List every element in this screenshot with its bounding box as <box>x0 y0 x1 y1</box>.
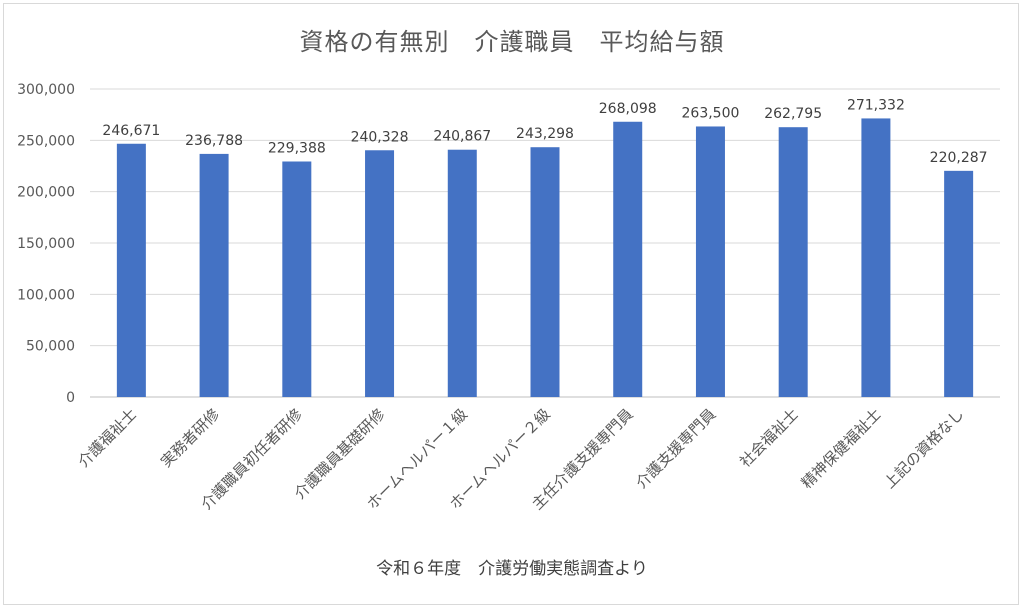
x-axis-title: 令和６年度 介護労働実態調査より <box>376 559 648 579</box>
x-tick-label: 社会福祉士 <box>736 405 802 471</box>
y-axis-tick-labels: 0 50,000 100,000 150,000 200,000 250,000 300,0… <box>17 82 75 406</box>
bar <box>365 150 395 397</box>
bar <box>613 121 643 398</box>
y-tick-label: 0 <box>66 390 75 406</box>
chart-title: 資格の有無別 介護職員 平均給与額 <box>299 28 725 56</box>
y-tick-label: 50,000 <box>26 339 75 355</box>
data-label: 268,098 <box>599 101 657 117</box>
x-tick-label: 介護福祉士 <box>74 405 140 471</box>
x-tick-label: 実務者研修 <box>157 405 223 471</box>
data-label: 240,328 <box>351 129 409 145</box>
data-label: 220,287 <box>930 150 988 166</box>
bar <box>447 149 477 397</box>
data-label: 229,388 <box>268 140 326 156</box>
x-tick-label: 介護支援専門員 <box>632 405 719 492</box>
bar <box>199 153 229 397</box>
y-tick-label: 100,000 <box>17 287 75 303</box>
bar <box>282 161 312 397</box>
data-label: 243,298 <box>516 126 574 142</box>
data-label: 236,788 <box>185 133 243 149</box>
x-axis-category-labels: 介護福祉士 実務者研修介護職員初任者研修介護職員基礎研修ホームヘルパー１級ホームヘ… <box>74 405 967 513</box>
y-tick-label: 150,000 <box>17 236 75 252</box>
data-label: 246,671 <box>102 123 160 139</box>
data-label: 262,795 <box>764 106 822 122</box>
bars <box>116 118 974 398</box>
bar <box>695 126 725 398</box>
data-label: 271,332 <box>847 97 905 113</box>
y-tick-label: 300,000 <box>17 82 75 98</box>
x-tick-label: 精神保健福祉士 <box>798 405 885 492</box>
bar <box>530 147 560 397</box>
data-labels: 246,671 236,788 229,388 240,328 240,867 243,2… <box>102 97 987 165</box>
bar <box>778 127 808 397</box>
y-tick-label: 200,000 <box>17 185 75 201</box>
data-label: 263,500 <box>682 105 740 121</box>
chart-frame <box>3 3 1019 605</box>
x-tick-label: 介護職員基礎研修 <box>291 405 389 503</box>
x-tick-label: 上記の資格なし <box>880 405 967 492</box>
data-label: 240,867 <box>433 129 491 145</box>
bar <box>861 118 891 397</box>
y-tick-label: 250,000 <box>17 133 75 149</box>
bar <box>116 143 146 397</box>
bar <box>944 170 974 397</box>
